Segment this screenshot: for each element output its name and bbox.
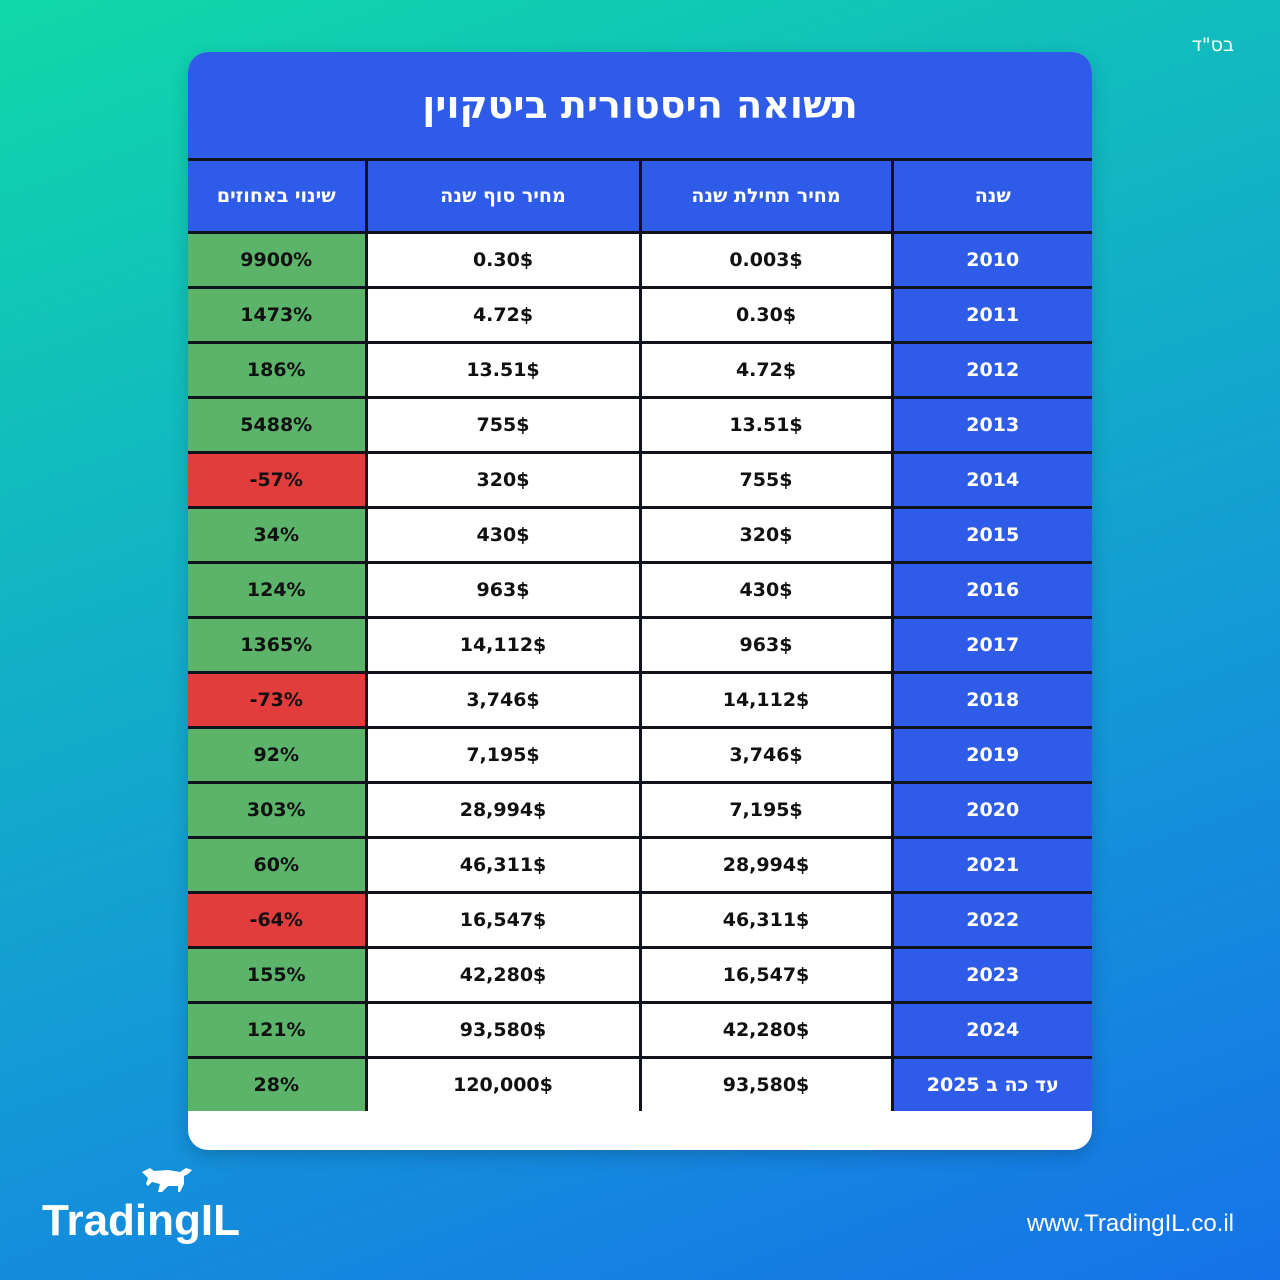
change-cell: 155%: [188, 946, 368, 1004]
corner-text: בס"ד: [1191, 34, 1234, 56]
start-price-cell: 0.30$: [638, 286, 894, 344]
start-price-cell: 755$: [638, 451, 894, 509]
start-price-cell: 4.72$: [638, 341, 894, 399]
end-price-cell: 42,280$: [364, 946, 642, 1004]
table-row: 2021 28,994$ 46,311$ 60%: [188, 836, 1092, 894]
end-price-cell: 0.30$: [364, 231, 642, 289]
start-price-cell: 963$: [638, 616, 894, 674]
table-row: 2020 7,195$ 28,994$ 303%: [188, 781, 1092, 839]
end-price-cell: 755$: [364, 396, 642, 454]
table-row: 2015 320$ 430$ 34%: [188, 506, 1092, 564]
table-row: 2019 3,746$ 7,195$ 92%: [188, 726, 1092, 784]
start-price-cell: 14,112$: [638, 671, 894, 729]
start-price-cell: 28,994$: [638, 836, 894, 894]
returns-table: שנה מחיר תחילת שנה מחיר סוף שנה שינוי בא…: [188, 161, 1092, 1111]
table-row: 2013 13.51$ 755$ 5488%: [188, 396, 1092, 454]
end-price-cell: 46,311$: [364, 836, 642, 894]
column-header-end-price: מחיר סוף שנה: [364, 161, 642, 234]
table-row: 2017 963$ 14,112$ 1365%: [188, 616, 1092, 674]
change-cell: 60%: [188, 836, 368, 894]
tradingil-logo: TradingIL: [42, 1162, 240, 1252]
change-cell: -64%: [188, 891, 368, 949]
table-row: 2011 0.30$ 4.72$ 1473%: [188, 286, 1092, 344]
change-cell: 121%: [188, 1001, 368, 1059]
table-row: 2016 430$ 963$ 124%: [188, 561, 1092, 619]
table-row: עד כה ב 2025 93,580$ 120,000$ 28%: [188, 1056, 1092, 1111]
table-row: 2018 14,112$ 3,746$ -73%: [188, 671, 1092, 729]
change-cell: 34%: [188, 506, 368, 564]
year-cell: 2014: [890, 451, 1092, 509]
end-price-cell: 320$: [364, 451, 642, 509]
table-row: 2012 4.72$ 13.51$ 186%: [188, 341, 1092, 399]
end-price-cell: 4.72$: [364, 286, 642, 344]
column-header-start-price: מחיר תחילת שנה: [638, 161, 894, 234]
year-cell: 2012: [890, 341, 1092, 399]
end-price-cell: 430$: [364, 506, 642, 564]
change-cell: 303%: [188, 781, 368, 839]
year-cell: עד כה ב 2025: [890, 1056, 1092, 1111]
bull-icon: [142, 1168, 192, 1192]
start-price-cell: 3,746$: [638, 726, 894, 784]
column-header-change: שינוי באחוזים: [188, 161, 368, 234]
year-cell: 2023: [890, 946, 1092, 1004]
year-cell: 2021: [890, 836, 1092, 894]
year-cell: 2017: [890, 616, 1092, 674]
change-cell: -73%: [188, 671, 368, 729]
start-price-cell: 42,280$: [638, 1001, 894, 1059]
year-cell: 2024: [890, 1001, 1092, 1059]
start-price-cell: 7,195$: [638, 781, 894, 839]
change-cell: 28%: [188, 1056, 368, 1111]
start-price-cell: 16,547$: [638, 946, 894, 1004]
change-cell: 5488%: [188, 396, 368, 454]
year-cell: 2016: [890, 561, 1092, 619]
start-price-cell: 46,311$: [638, 891, 894, 949]
change-cell: 186%: [188, 341, 368, 399]
year-cell: 2018: [890, 671, 1092, 729]
start-price-cell: 430$: [638, 561, 894, 619]
year-cell: 2010: [890, 231, 1092, 289]
end-price-cell: 963$: [364, 561, 642, 619]
end-price-cell: 120,000$: [364, 1056, 642, 1111]
year-cell: 2022: [890, 891, 1092, 949]
end-price-cell: 13.51$: [364, 341, 642, 399]
logo-text: TradingIL: [42, 1196, 240, 1245]
end-price-cell: 93,580$: [364, 1001, 642, 1059]
year-cell: 2013: [890, 396, 1092, 454]
end-price-cell: 7,195$: [364, 726, 642, 784]
year-cell: 2019: [890, 726, 1092, 784]
end-price-cell: 16,547$: [364, 891, 642, 949]
year-cell: 2011: [890, 286, 1092, 344]
change-cell: -57%: [188, 451, 368, 509]
table-row: 2023 16,547$ 42,280$ 155%: [188, 946, 1092, 1004]
start-price-cell: 93,580$: [638, 1056, 894, 1111]
end-price-cell: 28,994$: [364, 781, 642, 839]
end-price-cell: 14,112$: [364, 616, 642, 674]
returns-table-card: תשואה היסטורית ביטקוין שנה מחיר תחילת שנ…: [188, 52, 1092, 1150]
table-body: 2010 0.003$ 0.30$ 9900% 2011 0.30$ 4.72$ 1473% 2…: [188, 231, 1092, 1111]
table-row: 2010 0.003$ 0.30$ 9900%: [188, 231, 1092, 289]
change-cell: 1365%: [188, 616, 368, 674]
column-header-year: שנה: [890, 161, 1092, 234]
start-price-cell: 13.51$: [638, 396, 894, 454]
table-row: 2024 42,280$ 93,580$ 121%: [188, 1001, 1092, 1059]
change-cell: 92%: [188, 726, 368, 784]
start-price-cell: 320$: [638, 506, 894, 564]
change-cell: 1473%: [188, 286, 368, 344]
end-price-cell: 3,746$: [364, 671, 642, 729]
website-link[interactable]: www.TradingIL.co.il: [1026, 1210, 1234, 1237]
year-cell: 2020: [890, 781, 1092, 839]
change-cell: 9900%: [188, 231, 368, 289]
start-price-cell: 0.003$: [638, 231, 894, 289]
year-cell: 2015: [890, 506, 1092, 564]
table-title: תשואה היסטורית ביטקוין: [188, 52, 1092, 161]
table-header-row: שנה מחיר תחילת שנה מחיר סוף שנה שינוי בא…: [188, 161, 1092, 234]
table-row: 2022 46,311$ 16,547$ -64%: [188, 891, 1092, 949]
change-cell: 124%: [188, 561, 368, 619]
table-row: 2014 755$ 320$ -57%: [188, 451, 1092, 509]
